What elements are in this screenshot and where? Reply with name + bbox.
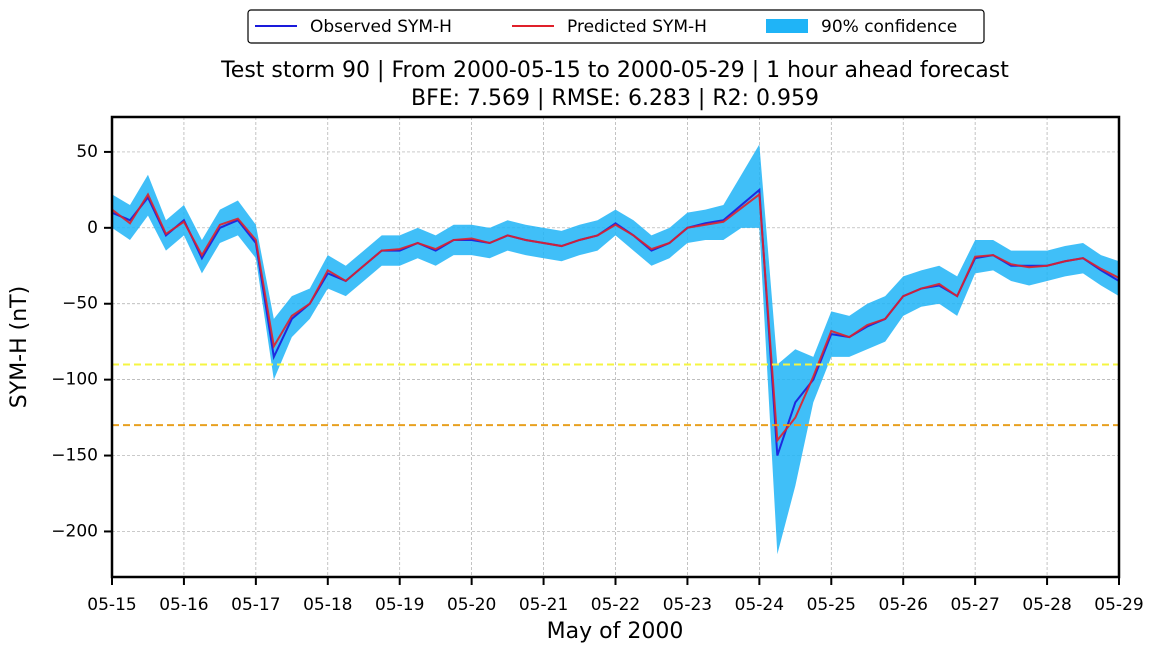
chart-subtitle: BFE: 7.569 | RMSE: 6.283 | R2: 0.959 <box>411 86 819 111</box>
x-tick-label: 05-16 <box>159 595 208 615</box>
x-tick-label: 05-17 <box>231 595 280 615</box>
x-tick-label: 05-20 <box>447 595 496 615</box>
x-tick-label: 05-27 <box>950 595 999 615</box>
x-tick-label: 05-21 <box>519 595 568 615</box>
y-tick-label: 50 <box>76 142 98 162</box>
x-tick-label: 05-22 <box>591 595 640 615</box>
x-tick-label: 05-26 <box>879 595 928 615</box>
x-tick-label: 05-18 <box>303 595 352 615</box>
legend-label: Observed SYM-H <box>310 17 452 37</box>
chart-title: Test storm 90 | From 2000-05-15 to 2000-… <box>220 58 1009 83</box>
series-line <box>111 192 1120 444</box>
plot-frame <box>110 115 1121 579</box>
legend-label: Predicted SYM-H <box>567 17 707 37</box>
x-tick-label: 05-15 <box>87 595 136 615</box>
y-tick-label: −150 <box>51 446 98 466</box>
y-tick-label: −200 <box>51 521 98 541</box>
y-tick-label: −50 <box>62 294 98 314</box>
x-tick-label: 05-28 <box>1022 595 1071 615</box>
legend-box <box>247 9 985 44</box>
x-tick-label: 05-23 <box>663 595 712 615</box>
legend-label: 90% confidence <box>821 17 957 37</box>
x-axis-label: May of 2000 <box>547 619 684 644</box>
x-tick-label: 05-25 <box>807 595 856 615</box>
confidence-band <box>112 144 1119 555</box>
y-axis-label: SYM-H (nT) <box>7 286 32 408</box>
y-tick-label: 0 <box>87 218 98 238</box>
legend-swatch <box>766 19 808 33</box>
y-tick-label: −100 <box>51 370 98 390</box>
x-tick-label: 05-29 <box>1094 595 1143 615</box>
x-tick-label: 05-19 <box>375 595 424 615</box>
x-tick-label: 05-24 <box>735 595 784 615</box>
